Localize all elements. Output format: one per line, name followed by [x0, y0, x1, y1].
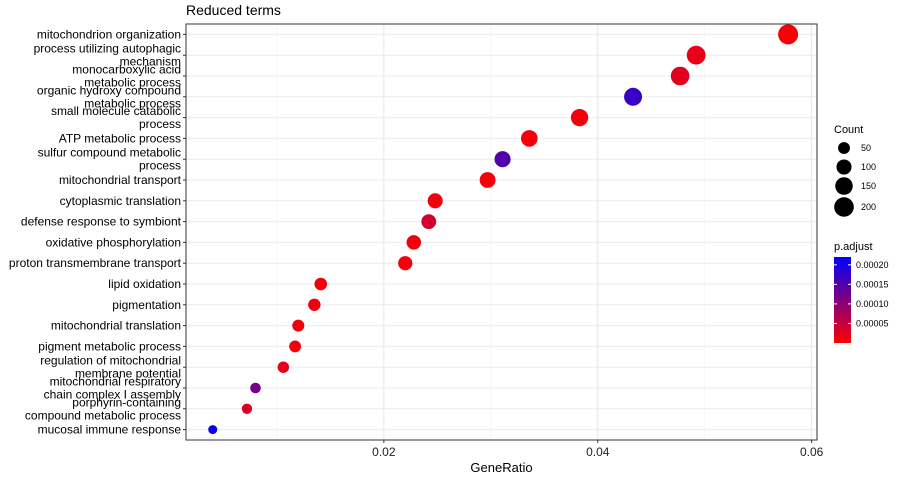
y-tick-label: proton transmembrane transport [9, 256, 182, 270]
size-legend-key [836, 159, 852, 175]
data-point [479, 172, 496, 188]
size-legend-title: Count [834, 124, 863, 136]
y-tick-label: defense response to symbiont [21, 215, 182, 229]
x-tick-label: 0.06 [800, 445, 824, 459]
data-points [208, 24, 799, 435]
data-point [308, 298, 321, 311]
size-legend-label: 50 [861, 143, 871, 153]
data-point [241, 403, 253, 414]
y-tick-label: porphyrin-containing compound metabolic p… [25, 395, 181, 422]
data-point [570, 108, 589, 127]
y-tick-label: process utilizing autophagic mechanism [34, 42, 181, 69]
size-legend-label: 100 [861, 162, 876, 172]
data-point [670, 66, 690, 86]
size-legend-label: 200 [861, 202, 876, 212]
y-tick-label: cytoplasmic translation [60, 194, 181, 208]
x-axis-label: GeneRatio [470, 460, 532, 475]
y-tick-label: pigment metabolic process [38, 339, 181, 353]
y-tick-label: regulation of mitochondrial membrane pote… [40, 354, 181, 381]
size-legend: Count 50 100 150 200 [834, 124, 876, 217]
y-tick-label: monocarboxylic acid metabolic process [72, 63, 181, 90]
color-legend: p.adjust 0.00005 0.00010 0.00015 0.00020 [834, 241, 889, 343]
data-point [521, 130, 538, 147]
data-point [250, 382, 261, 394]
data-point [686, 45, 706, 65]
y-tick-label: small molecule catabolic process [51, 104, 181, 131]
y-tick-label: organic hydroxy compound metabolic proces… [37, 83, 181, 110]
color-legend-label: 0.00015 [856, 279, 889, 289]
data-point [421, 214, 437, 229]
plot-panel-border [185, 23, 818, 441]
data-point [406, 235, 422, 250]
size-legend-key [838, 142, 850, 154]
data-point [277, 361, 290, 373]
y-tick-label: lipid oxidation [108, 277, 181, 291]
x-tick-label: 0.02 [372, 445, 396, 459]
color-legend-label: 0.00005 [856, 318, 889, 328]
data-point [314, 277, 328, 291]
size-legend-key [834, 197, 854, 217]
y-tick-label: mitochondrial translation [51, 319, 181, 333]
data-point [427, 193, 443, 209]
chart-title: Reduced terms [186, 2, 281, 18]
grid-lines [186, 24, 817, 440]
y-tick-label: mucosal immune response [38, 423, 182, 437]
data-point [292, 319, 305, 332]
color-legend-title: p.adjust [834, 241, 873, 253]
data-point [778, 24, 799, 45]
data-point [494, 151, 511, 168]
data-point [624, 87, 643, 106]
data-point [208, 425, 218, 435]
x-axis: 0.02 0.04 0.06 [372, 440, 824, 459]
y-tick-label: sulfur compound metabolic process [38, 146, 181, 173]
y-tick-label: mitochondrial respiratory chain complex I… [44, 375, 181, 402]
size-legend-key [835, 177, 853, 195]
data-point [289, 340, 302, 353]
y-tick-label: mitochondrion organization [37, 27, 181, 41]
y-tick-label: pigmentation [112, 298, 181, 312]
x-tick-label: 0.04 [586, 445, 610, 459]
data-point [398, 256, 413, 271]
y-tick-label: ATP metabolic process [59, 131, 181, 145]
size-legend-label: 150 [861, 181, 876, 191]
color-legend-label: 0.00020 [856, 260, 889, 270]
y-tick-label: oxidative phosphorylation [46, 235, 181, 249]
y-tick-label: mitochondrial transport [59, 173, 182, 187]
color-legend-bar [834, 257, 851, 343]
color-legend-label: 0.00010 [856, 299, 889, 309]
